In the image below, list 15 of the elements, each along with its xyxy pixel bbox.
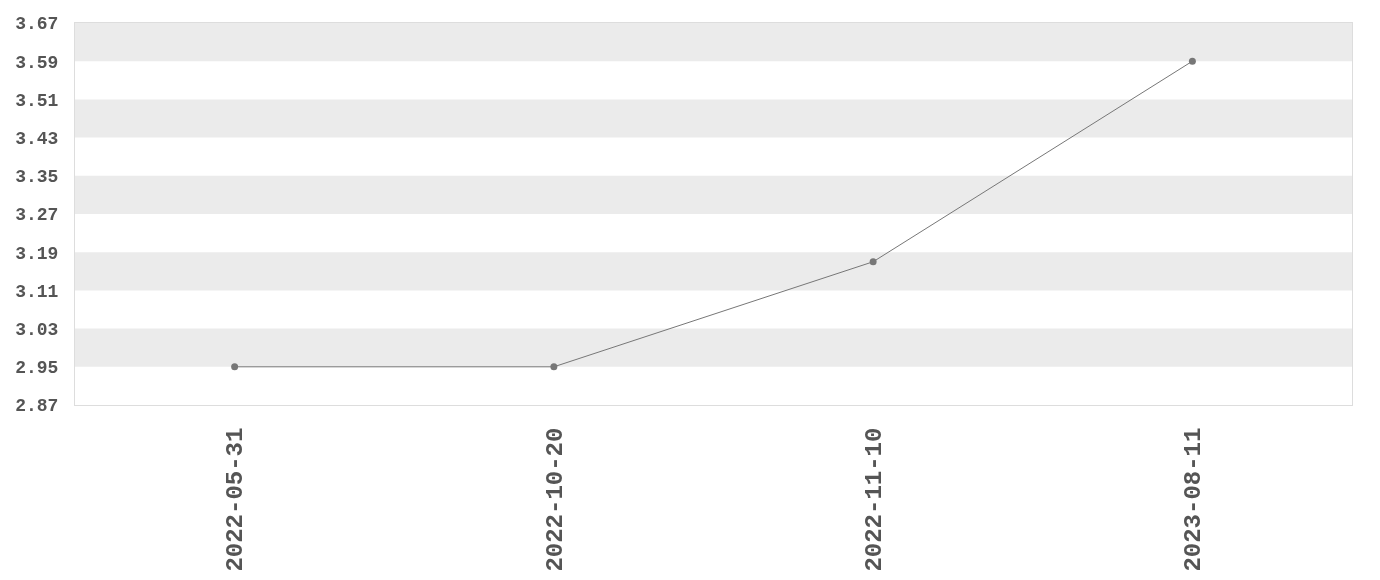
y-tick-label: 3.59 [15,52,59,73]
y-tick-label: 3.67 [15,14,59,35]
y-tick-label: 3.27 [15,205,59,226]
y-tick-label: 2.87 [15,396,59,417]
y-tick-label: 3.11 [15,281,59,302]
point [550,363,558,371]
point [869,258,877,266]
point [1188,57,1196,65]
y-tick-label: 3.19 [15,243,59,264]
y-tick-label: 3.35 [15,167,59,188]
y-tick-label: 2.95 [15,358,59,379]
y-tick-label: 3.03 [15,319,59,340]
y-tick-label: 3.43 [15,128,59,149]
point [231,363,239,371]
y-tick-label: 3.51 [15,90,59,111]
